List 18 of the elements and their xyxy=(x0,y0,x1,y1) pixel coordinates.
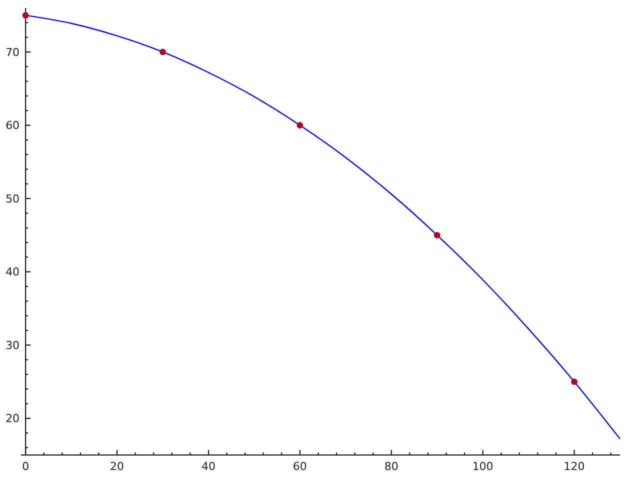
y-tick-label: 30 xyxy=(6,338,20,352)
y-tick-label: 70 xyxy=(6,46,20,59)
x-tick-label: 20 xyxy=(110,460,124,473)
x-tick-label: 40 xyxy=(201,460,216,473)
x-tick-label: 60 xyxy=(292,460,307,473)
y-tick-label: 40 xyxy=(6,266,20,279)
point xyxy=(434,232,440,238)
point xyxy=(571,378,578,385)
y-tick-label: 20 xyxy=(6,412,20,426)
point xyxy=(22,12,29,19)
x-tick-label: 80 xyxy=(384,460,398,473)
x-tick-label: 100 xyxy=(472,460,494,473)
point xyxy=(160,48,166,56)
point xyxy=(296,122,304,128)
x-tick-label: 0 xyxy=(22,460,30,473)
y-tick-label: 60 xyxy=(6,119,20,132)
y-tick-label: 50 xyxy=(6,192,20,206)
x-tick-label: 120 xyxy=(564,460,585,473)
